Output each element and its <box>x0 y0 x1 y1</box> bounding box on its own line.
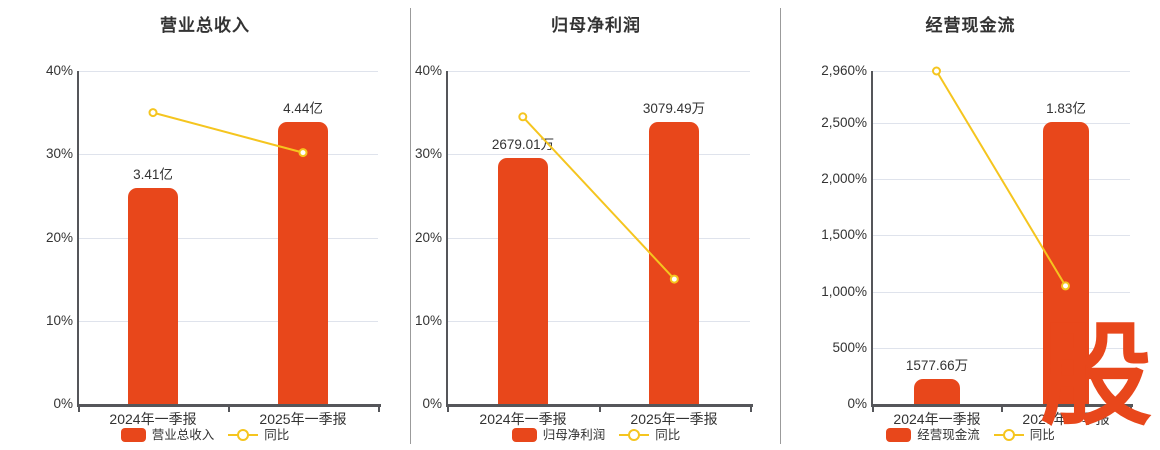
bar-series-legend-label: 归母净利润 <box>542 428 606 442</box>
cash-flow-bar-value-label: 1577.66万 <box>905 358 969 373</box>
cash-flow-gridline <box>872 292 1130 293</box>
net-profit-y-axis <box>446 71 448 404</box>
cash-flow-x-category-label: 2024年一季报 <box>893 411 981 427</box>
revenue-legend: 营业总收入 同比 <box>0 426 410 444</box>
revenue-bar-2025q1 <box>278 122 328 404</box>
revenue-x-axis <box>77 404 381 407</box>
bar-series-swatch <box>511 428 537 442</box>
panel-divider <box>410 8 411 444</box>
net-profit-gridline <box>447 238 750 239</box>
revenue-gridline <box>78 238 378 239</box>
line-series-marker-icon <box>228 428 259 442</box>
cash-flow-x-category-label: 2025年一季报 <box>1022 411 1110 427</box>
net-profit-gridline <box>447 154 750 155</box>
cash-flow-y-tick-label: 2,500% <box>821 115 867 130</box>
revenue-gridline <box>78 154 378 155</box>
line-series-legend-label: 同比 <box>655 428 681 442</box>
revenue-chart-title: 营业总收入 <box>160 16 250 35</box>
revenue-y-tick-label: 40% <box>45 63 73 78</box>
cash-flow-bar-value-label: 1.83亿 <box>1046 101 1086 116</box>
cash-flow-legend: 经营现金流 同比 <box>781 426 1160 444</box>
revenue-y-tick-label: 0% <box>53 396 73 411</box>
revenue-y-tick-label: 30% <box>45 146 73 161</box>
revenue-y-axis <box>77 71 79 404</box>
cash-flow-bar-2024q1 <box>914 379 960 404</box>
revenue-x-category-label: 2024年一季报 <box>109 411 197 427</box>
cash-flow-y-tick-label: 2,000% <box>821 171 867 186</box>
cash-flow-gridline <box>872 179 1130 180</box>
cash-flow-y-tick-label: 1,500% <box>821 227 867 242</box>
net-profit-y-tick-label: 20% <box>414 230 442 245</box>
revenue-bar-value-label: 4.44亿 <box>283 101 323 116</box>
revenue-y-tick-label: 10% <box>45 313 73 328</box>
cash-flow-gridline <box>872 71 1130 72</box>
revenue-x-category-label: 2025年一季报 <box>259 411 347 427</box>
revenue-y-tick-label: 20% <box>45 230 73 245</box>
net-profit-legend-item-yoy: 同比 <box>619 428 680 442</box>
net-profit-yoy-point-marker <box>518 112 528 122</box>
net-profit-y-tick-label: 10% <box>414 313 442 328</box>
cash-flow-y-tick-label: 500% <box>832 340 867 355</box>
net-profit-gridline <box>447 71 750 72</box>
net-profit-x-axis <box>446 404 753 407</box>
revenue-bar-value-label: 3.41亿 <box>133 167 173 182</box>
net-profit-legend-item-bar: 归母净利润 <box>511 428 606 442</box>
line-series-marker-icon <box>619 428 650 442</box>
net-profit-bar-2024q1 <box>498 158 548 404</box>
cash-flow-x-axis <box>871 404 1133 407</box>
bar-series-legend-label: 营业总收入 <box>151 428 215 442</box>
panel-divider <box>780 8 781 444</box>
net-profit-y-tick-label: 0% <box>422 396 442 411</box>
revenue-x-axis-tick <box>378 407 380 412</box>
cash-flow-x-axis-tick <box>872 407 874 412</box>
cash-flow-legend-item-bar: 经营现金流 <box>886 428 980 442</box>
net-profit-bar-2025q1 <box>649 122 699 404</box>
net-profit-bar-value-label: 3079.49万 <box>642 101 706 116</box>
revenue-gridline <box>78 71 378 72</box>
revenue-gridline <box>78 321 378 322</box>
line-series-legend-label: 同比 <box>1029 428 1055 442</box>
revenue-bar-2024q1 <box>128 188 178 404</box>
revenue-legend-item-yoy: 同比 <box>228 428 289 442</box>
revenue-legend-item-bar: 营业总收入 <box>120 428 215 442</box>
line-series-legend-label: 同比 <box>264 428 290 442</box>
bar-series-swatch <box>120 428 146 442</box>
cash-flow-legend-item-yoy: 同比 <box>993 428 1055 442</box>
cash-flow-gridline <box>872 348 1130 349</box>
net-profit-x-axis-tick <box>447 407 449 412</box>
revenue-x-axis-tick <box>228 407 230 412</box>
cash-flow-y-axis <box>871 71 873 404</box>
cash-flow-chart-title: 经营现金流 <box>925 16 1016 35</box>
net-profit-gridline <box>447 321 750 322</box>
net-profit-y-tick-label: 30% <box>414 146 442 161</box>
net-profit-x-axis-tick <box>750 407 752 412</box>
net-profit-x-axis-tick <box>599 407 601 412</box>
net-profit-legend: 归母净利润 同比 <box>411 426 781 444</box>
net-profit-x-category-label: 2025年一季报 <box>630 411 718 427</box>
cash-flow-gridline <box>872 235 1130 236</box>
cash-flow-y-tick-label: 1,000% <box>821 284 867 299</box>
net-profit-y-tick-label: 40% <box>414 63 442 78</box>
cash-flow-gridline <box>872 123 1130 124</box>
cash-flow-y-tick-label: 0% <box>847 396 867 411</box>
net-profit-bar-value-label: 2679.01万 <box>491 137 555 152</box>
net-profit-x-category-label: 2024年一季报 <box>479 411 567 427</box>
revenue-yoy-point-marker <box>148 108 158 118</box>
bar-series-legend-label: 经营现金流 <box>917 428 980 442</box>
cash-flow-y-tick-label: 2,960% <box>821 63 867 78</box>
cash-flow-x-axis-tick <box>1001 407 1003 412</box>
net-profit-chart-title: 归母净利润 <box>551 16 641 35</box>
watermark-glyph: 股 <box>1040 313 1152 438</box>
cash-flow-x-axis-tick <box>1130 407 1132 412</box>
bar-series-swatch <box>886 428 912 442</box>
revenue-x-axis-tick <box>78 407 80 412</box>
line-series-marker-icon <box>993 428 1024 442</box>
